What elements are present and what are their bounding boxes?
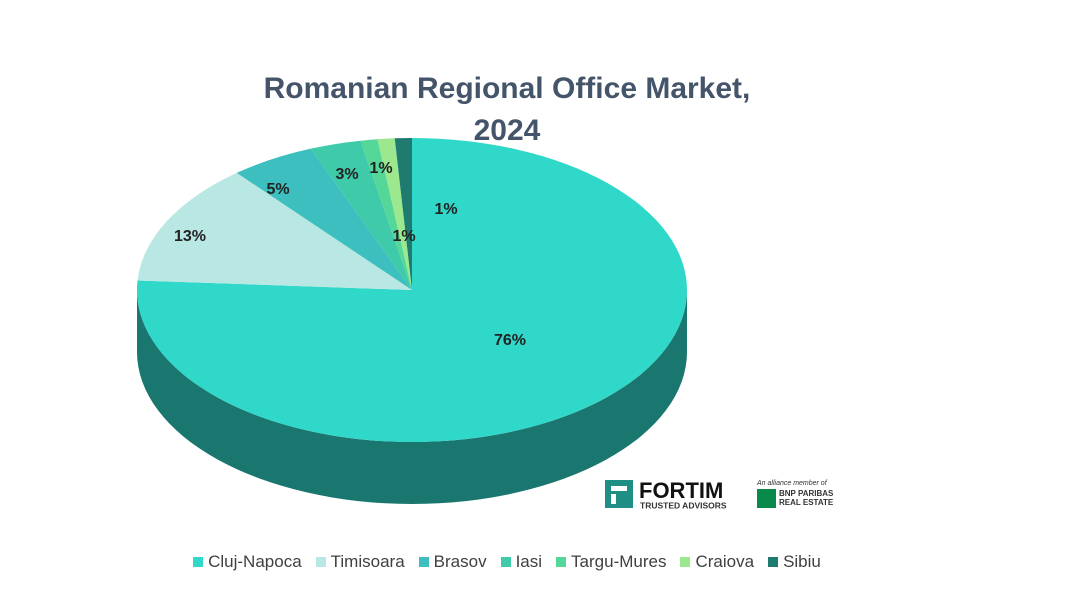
legend-label: Targu-Mures: [571, 552, 667, 571]
slice-side: [137, 290, 687, 504]
slice: [310, 140, 412, 290]
fortim-text: FORTIM: [639, 478, 723, 503]
legend-item: Craiova: [680, 552, 754, 572]
chart-title: Romanian Regional Office Market, 2024: [263, 72, 751, 147]
data-label: 1%: [369, 160, 392, 177]
data-label: 3%: [335, 166, 358, 183]
legend-label: Timisoara: [330, 552, 405, 571]
legend-swatch: [193, 557, 204, 567]
pie-sides: [137, 290, 687, 504]
bnp-text: BNP PARIBAS: [779, 489, 834, 498]
fortim-icon: [605, 480, 633, 508]
legend-swatch: [418, 557, 429, 567]
bnp-logo: An alliance member of BNP PARIBAS REAL E…: [756, 480, 834, 508]
bnp-icon: [757, 489, 776, 508]
legend-swatch: [768, 557, 779, 567]
legend-item: Iasi: [500, 552, 543, 572]
data-label: 13%: [174, 228, 206, 245]
legend-swatch: [680, 557, 691, 567]
slice: [394, 138, 412, 290]
legend-label: Craiova: [695, 552, 755, 571]
slice: [236, 148, 412, 290]
data-label: 1%: [392, 228, 415, 245]
legend-label: Cluj-Napoca: [208, 552, 302, 571]
alliance-text: An alliance member of: [756, 480, 828, 487]
legend: Cluj-Napoca Timisoara Brasov Iasi Targu-Mure…: [0, 552, 1014, 572]
slice: [137, 172, 412, 290]
legend-label: Sibiu: [783, 552, 821, 571]
legend-label: Brasov: [433, 552, 487, 571]
legend-item: Sibiu: [768, 552, 821, 572]
legend-item: Targu-Mures: [556, 552, 666, 572]
pie-tops: [136, 138, 687, 442]
legend-item: Brasov: [418, 552, 487, 572]
fortim-logo: FORTIM TRUSTED ADVISORS: [605, 478, 727, 510]
data-label: 5%: [266, 181, 289, 198]
legend-swatch: [315, 557, 326, 567]
fortim-icon-bar: [611, 494, 616, 504]
legend-item: Timisoara: [315, 552, 405, 572]
data-label: 1%: [434, 201, 457, 218]
fortim-icon-bar: [611, 486, 627, 491]
data-label: 76%: [494, 332, 526, 349]
legend-swatch: [500, 557, 511, 567]
slice: [360, 139, 412, 290]
legend-item: Cluj-Napoca: [193, 552, 302, 572]
bnp-tagline: REAL ESTATE: [779, 498, 834, 507]
legend-swatch: [556, 557, 567, 567]
fortim-tagline: TRUSTED ADVISORS: [640, 500, 727, 510]
legend-label: Iasi: [515, 552, 543, 571]
slice: [377, 138, 412, 290]
